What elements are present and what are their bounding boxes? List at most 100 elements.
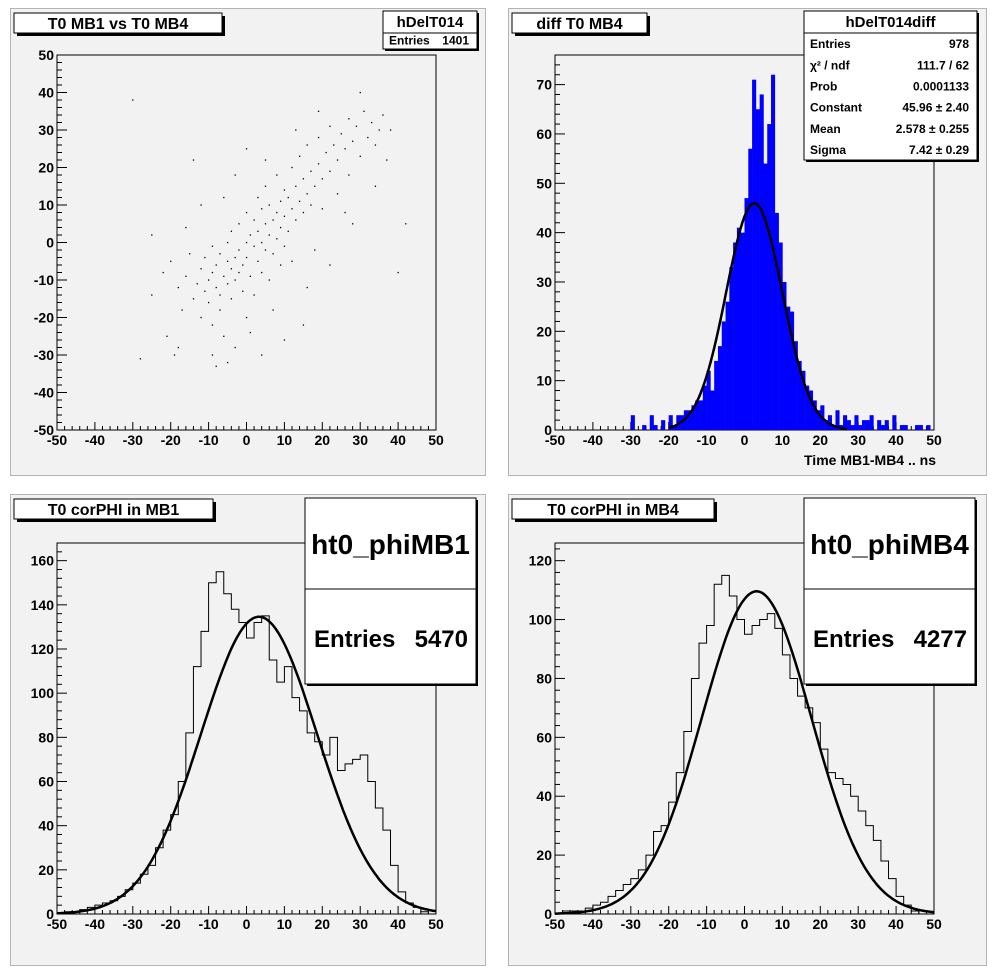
title-box [511,498,715,520]
y-tick-label: 20 [38,862,54,878]
fit-curve [56,615,437,915]
data-point [382,114,384,116]
data-point [177,286,179,289]
y-tick-label: 80 [536,670,552,686]
data-point [283,245,286,247]
data-point [215,365,217,367]
x-tick-label: -50 [545,432,565,448]
x-tick-label: -10 [198,432,218,448]
data-point [245,316,248,319]
data-point [264,185,267,187]
x-tick-label: -20 [659,432,679,448]
data-point [200,316,202,319]
data-point [359,155,361,157]
histogram-bar [668,415,673,430]
x-tick-label: -30 [621,916,641,932]
histogram-bar [850,425,855,430]
data-point [355,125,358,127]
data-point [173,354,176,356]
histogram-bar [630,415,635,430]
x-axis-label: Time MB1-MB4 .. ns [804,452,936,468]
x-tick-label: 20 [813,432,829,448]
data-point [249,234,251,236]
x-tick-label: 0 [243,916,251,932]
y-tick-label: 20 [38,160,54,176]
histogram-bar [672,425,677,430]
data-point [234,174,236,176]
data-point [295,185,297,187]
y-tick-label: 0 [544,906,552,922]
stats-label: χ² / ndf [810,58,851,72]
stats-box [304,497,477,685]
histogram-bar [752,79,757,430]
data-point [223,275,225,277]
data-point [215,264,217,266]
data-point [329,264,331,266]
stats-box [803,10,978,161]
histogram-bar [729,267,734,430]
y-tick-label: 60 [536,729,552,745]
data-point [219,309,221,311]
y-tick-label: 0 [46,235,54,251]
data-point [302,211,305,214]
histogram-bar [786,306,791,430]
data-point [242,264,244,266]
title-box [511,12,648,34]
data-point [280,264,282,266]
x-tick-label: 0 [741,916,749,932]
data-point [166,335,168,337]
data-point [249,331,251,334]
x-tick-label: 50 [926,432,942,448]
data-point [359,91,361,94]
histogram-bar [710,390,715,430]
data-point [276,211,278,214]
y-tick-label: 40 [536,788,552,804]
fit-curve [555,590,935,915]
histogram-bar [706,370,711,430]
y-tick-label: 10 [536,373,552,389]
data-point [234,256,236,259]
histogram-bar [774,212,779,430]
data-point [291,166,293,169]
histogram-bar [831,425,836,430]
data-point [245,211,248,214]
histogram-bar [763,163,768,431]
stats-label: Entries [810,37,851,51]
x-tick-label: 20 [315,432,331,448]
histogram-bar [661,420,666,430]
chart-4: -50 -40 -30 -20 -10 0 10 20 30 40 50 0 20 40 60 80 100 12… [511,497,977,932]
data-point [295,129,297,131]
x-tick-label: 40 [390,916,406,932]
data-point [283,189,286,191]
histogram-bar [805,385,810,430]
x-tick-label: 20 [315,916,331,932]
data-point [272,253,274,255]
y-tick-label: 40 [38,85,54,101]
stats-name: hDelT014diff [845,14,936,31]
data-point [261,271,263,274]
histogram-bar [812,400,817,430]
y-tick-label: 20 [536,323,552,339]
x-tick-label: -40 [85,916,105,932]
x-tick-label: -20 [161,916,181,932]
x-tick-label: 10 [277,432,293,448]
data-point [208,301,210,304]
y-tick-label: 0 [46,906,54,922]
stats-label: Constant [810,101,862,115]
histogram-bar [926,425,931,430]
x-tick-label: 30 [352,916,368,932]
x-tick-label: -50 [47,916,67,932]
histogram-bar [861,420,867,430]
data-point [336,159,339,161]
y-tick-label: 160 [31,553,55,569]
histogram-bar [721,321,726,430]
chart-2: -50 -40 -30 -20 -10 0 10 20 30 40 50 0 10 20 30 40 50 60 7… [511,10,979,468]
data-point [211,354,214,356]
x-tick-label: -10 [198,916,218,932]
histogram-bar [767,124,772,430]
x-tick-label: -30 [123,916,143,932]
x-tick-label: 20 [813,916,829,932]
y-tick-label: 100 [31,685,55,701]
data-point [208,279,210,281]
stats-value: 1401 [442,34,469,48]
